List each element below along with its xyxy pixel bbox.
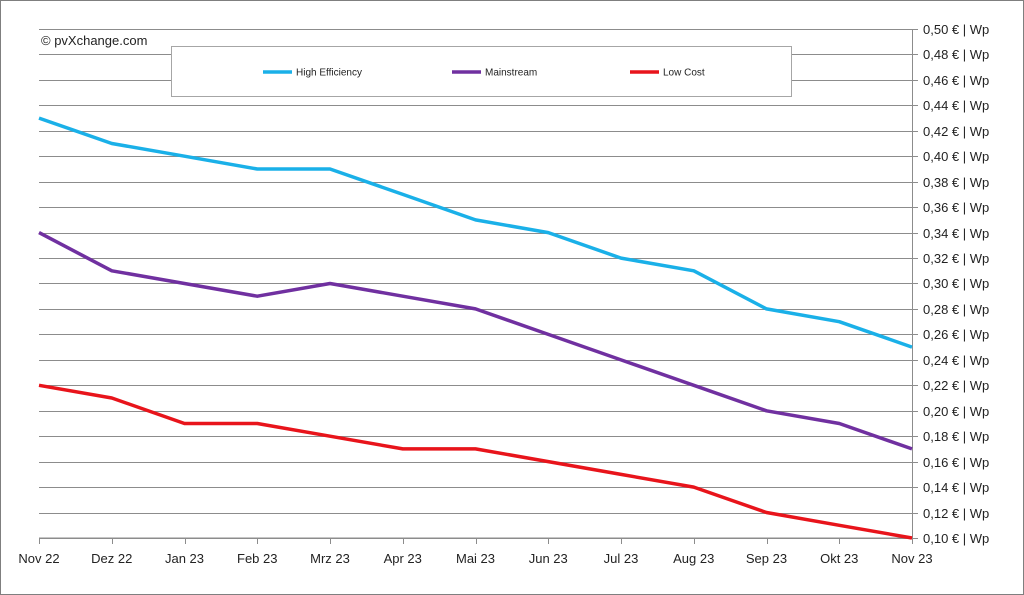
y-tick-label: 0,12 € | Wp [923, 506, 989, 521]
series-lines [38, 116, 913, 540]
y-tick-label: 0,42 € | Wp [923, 124, 989, 139]
y-tick-label: 0,38 € | Wp [923, 175, 989, 190]
y-tick-label: 0,22 € | Wp [923, 378, 989, 393]
y-tick-label: 0,14 € | Wp [923, 480, 989, 495]
y-axis-ticks: 0,10 € | Wp 0,12 € | Wp 0,14 € | Wp 0,16 € … [912, 22, 989, 546]
y-tick-label: 0,50 € | Wp [923, 22, 989, 37]
y-tick-label: 0,44 € | Wp [923, 98, 989, 113]
x-tick-label: Okt 23 [820, 551, 858, 566]
legend-label: Low Cost [663, 68, 705, 79]
series-line [38, 116, 913, 349]
grid-lines [39, 29, 913, 539]
x-tick-label: Nov 23 [891, 551, 932, 566]
x-tick-label: Aug 23 [673, 551, 714, 566]
series-line [38, 231, 913, 451]
y-tick-label: 0,32 € | Wp [923, 251, 989, 266]
x-tick-label: Jun 23 [529, 551, 568, 566]
y-tick-label: 0,48 € | Wp [923, 47, 989, 62]
y-tick-label: 0,34 € | Wp [923, 226, 989, 241]
series-line [38, 383, 913, 540]
y-tick-label: 0,36 € | Wp [923, 200, 989, 215]
x-tick-label: Sep 23 [746, 551, 787, 566]
x-tick-label: Jan 23 [165, 551, 204, 566]
y-tick-label: 0,46 € | Wp [923, 73, 989, 88]
legend-label: High Efficiency [296, 68, 362, 79]
x-tick-label: Jul 23 [604, 551, 639, 566]
y-tick-label: 0,18 € | Wp [923, 429, 989, 444]
x-tick-label: Nov 22 [18, 551, 59, 566]
y-tick-label: 0,40 € | Wp [923, 149, 989, 164]
x-tick-label: Dez 22 [91, 551, 132, 566]
y-tick-label: 0,20 € | Wp [923, 404, 989, 419]
y-tick-label: 0,24 € | Wp [923, 353, 989, 368]
x-tick-label: Mrz 23 [310, 551, 350, 566]
credit-text: © pvXchange.com [41, 33, 148, 48]
x-tick-label: Apr 23 [384, 551, 422, 566]
y-tick-label: 0,28 € | Wp [923, 302, 989, 317]
legend-label: Mainstream [485, 68, 537, 79]
x-axis-ticks: Nov 22 Dez 22 Jan 23 Feb 23 Mrz 23 Apr 23 Mai … [18, 538, 933, 566]
y-tick-label: 0,16 € | Wp [923, 455, 989, 470]
x-tick-label: Feb 23 [237, 551, 277, 566]
y-tick-label: 0,26 € | Wp [923, 327, 989, 342]
y-tick-label: 0,30 € | Wp [923, 276, 989, 291]
legend: High Efficiency Mainstream Low Cost [171, 46, 792, 97]
x-tick-label: Mai 23 [456, 551, 495, 566]
y-tick-label: 0,10 € | Wp [923, 531, 989, 546]
